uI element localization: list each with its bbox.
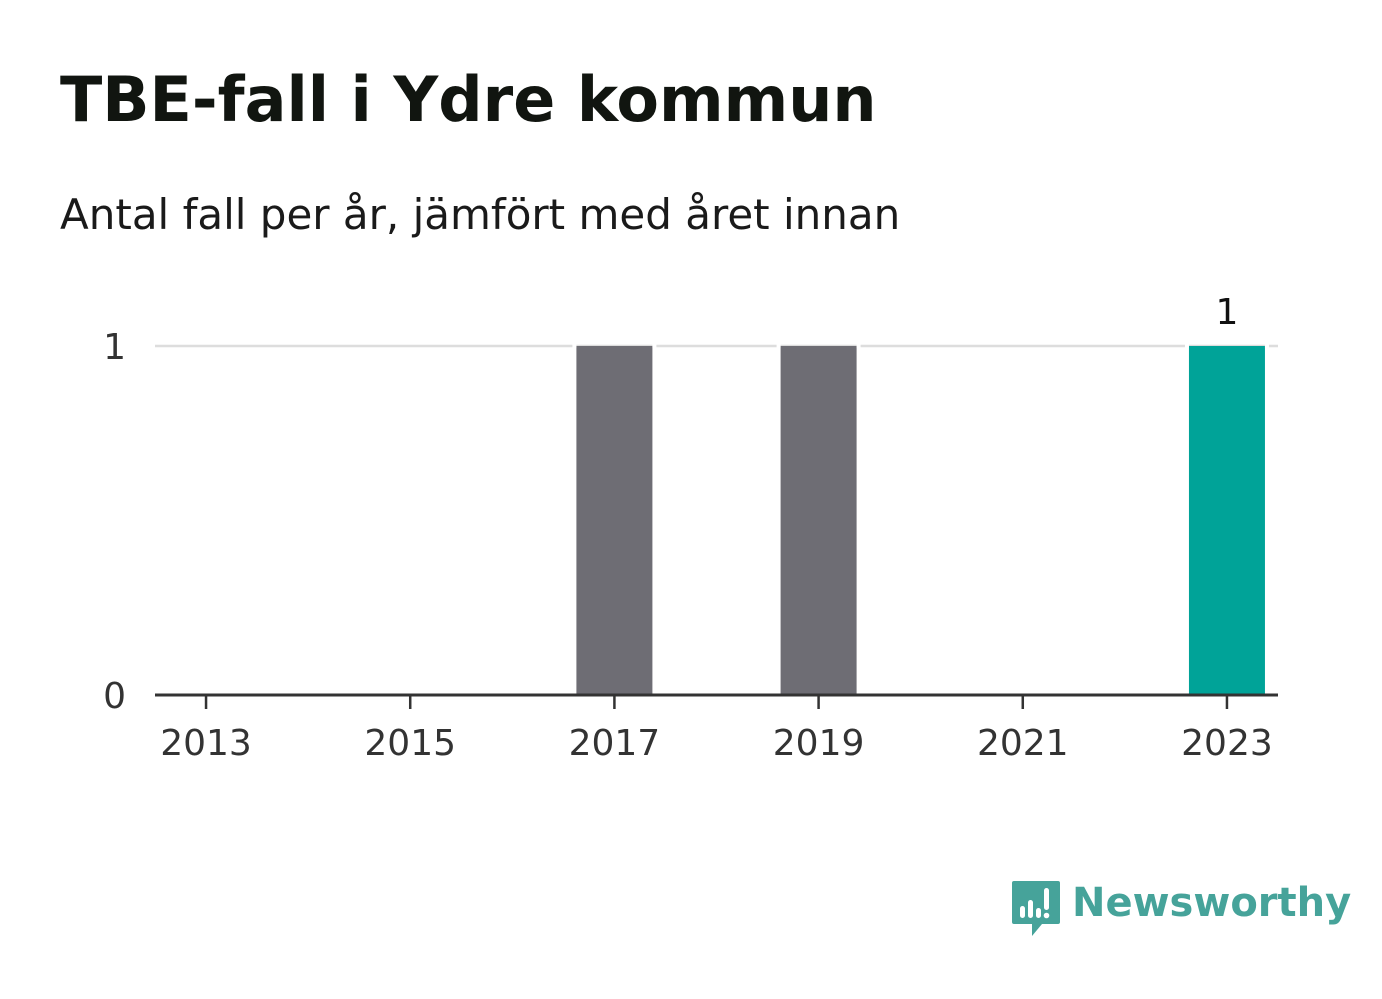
chart-subtitle: Antal fall per år, jämfört med året inna… xyxy=(60,190,901,239)
data-label: 1 xyxy=(1216,292,1239,333)
bars-layer xyxy=(572,344,1269,695)
newsworthy-logo-text: Newsworthy xyxy=(1072,880,1352,926)
chart-title: TBE-fall i Ydre kommun xyxy=(60,63,877,136)
axis-layer xyxy=(155,693,1278,709)
bar-2019 xyxy=(780,346,857,695)
x-tick-label: 2023 xyxy=(1181,723,1273,764)
y-tick-label: 0 xyxy=(103,676,126,717)
x-tick-label: 2015 xyxy=(364,723,456,764)
x-tick-label: 2021 xyxy=(977,723,1069,764)
labels-layer: 0 1 2013 2015 2017 2019 2021 2023 1 xyxy=(103,292,1273,764)
bar-2017 xyxy=(576,346,653,695)
bar-chart: 0 1 2013 2015 2017 2019 2021 2023 1 xyxy=(103,292,1278,764)
newsworthy-logo: Newsworthy xyxy=(1010,878,1351,942)
x-tick-label: 2013 xyxy=(160,723,252,764)
x-tick-label: 2017 xyxy=(569,723,661,764)
y-tick-label: 1 xyxy=(103,327,126,368)
bar-2023 xyxy=(1188,346,1265,695)
newsworthy-logo-icon xyxy=(1010,878,1062,944)
x-tick-label: 2019 xyxy=(773,723,865,764)
